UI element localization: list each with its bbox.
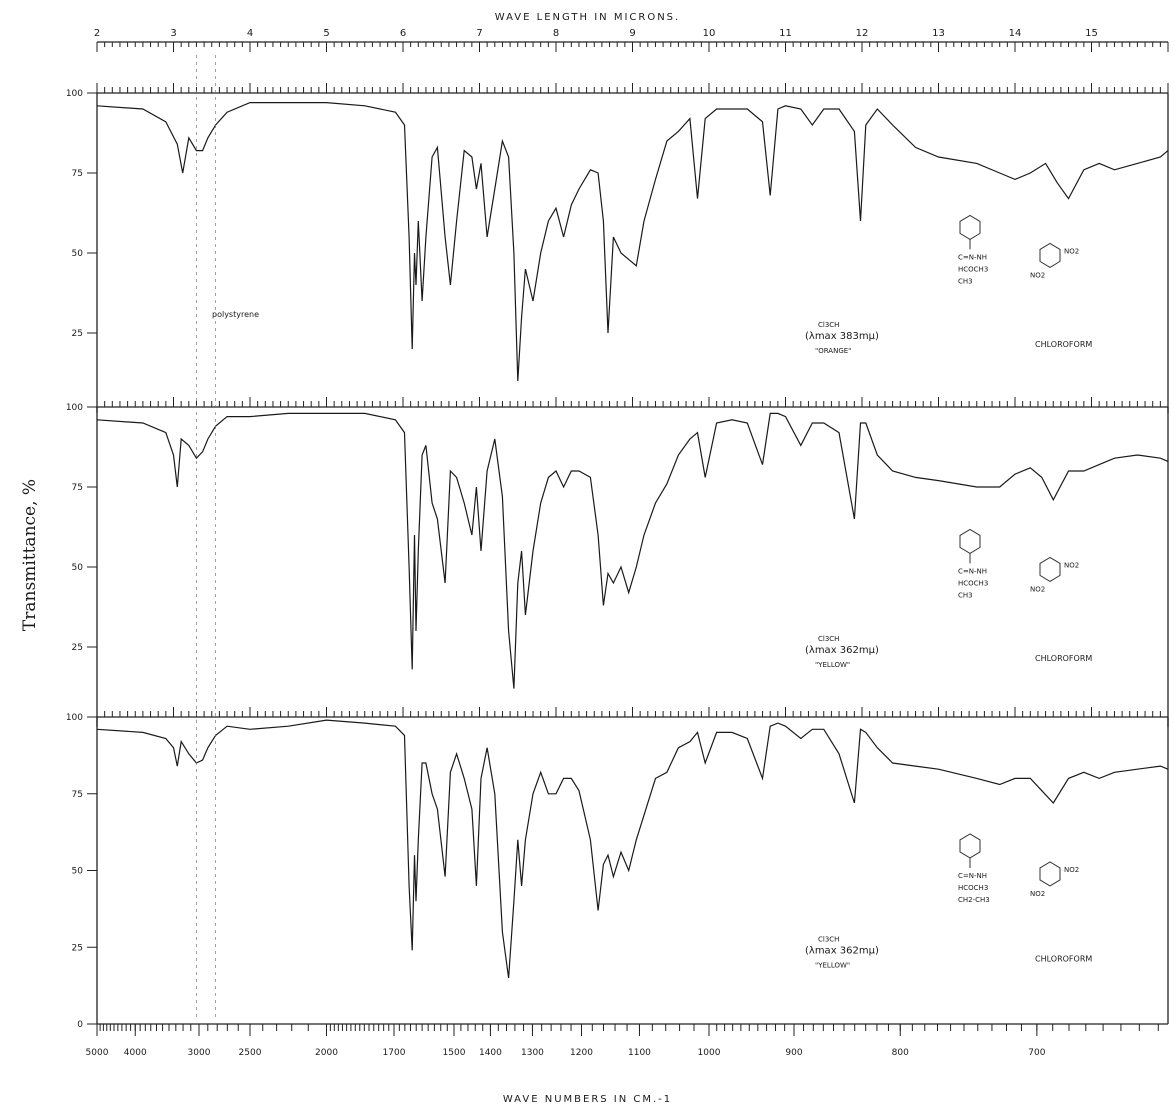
wavenumber-tick-label: 4000 bbox=[124, 1048, 147, 1058]
wavenumber-tick-label: 1200 bbox=[570, 1048, 593, 1058]
spectrum-trace bbox=[96, 102, 1169, 382]
phenyl-ring bbox=[959, 833, 981, 859]
nitrophenyl-ring bbox=[1039, 242, 1061, 268]
structure-text: HCOCH3 bbox=[958, 579, 988, 587]
y-tick-label: 25 bbox=[72, 943, 83, 953]
color-note: "YELLOW" bbox=[815, 961, 850, 969]
solvent-formula: Cl3CH bbox=[818, 321, 839, 329]
lambda-max-label: (λmax 362mμ) bbox=[805, 645, 879, 656]
y-tick-label: 0 bbox=[77, 1020, 83, 1030]
structure-text: CH2-CH3 bbox=[958, 896, 990, 904]
solvent-label: CHLOROFORM bbox=[1035, 654, 1092, 663]
micron-tick-label: 9 bbox=[629, 28, 635, 39]
wavenumber-tick-label: 5000 bbox=[86, 1048, 109, 1058]
structure-text: CH3 bbox=[958, 591, 973, 599]
y-tick-label: 75 bbox=[72, 483, 83, 493]
micron-tick-label: 3 bbox=[170, 28, 176, 39]
nitrophenyl-ring bbox=[1039, 861, 1061, 887]
wavenumber-tick-label: 2000 bbox=[315, 1048, 338, 1058]
wavenumber-tick-label: 3000 bbox=[188, 1048, 211, 1058]
micron-tick-label: 14 bbox=[1009, 28, 1022, 39]
wavenumber-tick-label: 1700 bbox=[383, 1048, 406, 1058]
micron-tick-label: 13 bbox=[932, 28, 945, 39]
nitro-label: NO2 bbox=[1030, 890, 1045, 898]
structure-text: CH3 bbox=[958, 277, 973, 285]
bottom-axis-title: WAVE NUMBERS IN CM.-1 bbox=[502, 1094, 673, 1105]
structure-text: C=N-NH bbox=[958, 253, 987, 261]
wavenumber-tick-label: 2500 bbox=[239, 1048, 262, 1058]
structure-text: C=N-NH bbox=[958, 872, 987, 880]
solvent-label: CHLOROFORM bbox=[1035, 954, 1092, 963]
nitro-label: NO2 bbox=[1030, 271, 1045, 279]
y-tick-label: 100 bbox=[66, 403, 83, 413]
micron-tick-label: 2 bbox=[94, 28, 100, 39]
micron-tick-label: 7 bbox=[476, 28, 482, 39]
micron-tick-label: 8 bbox=[553, 28, 559, 39]
micron-tick-label: 11 bbox=[779, 28, 792, 39]
nitro-label: NO2 bbox=[1030, 585, 1045, 593]
y-tick-label: 50 bbox=[72, 563, 84, 573]
wavenumber-tick-label: 800 bbox=[892, 1048, 909, 1058]
y-tick-label: 50 bbox=[72, 867, 84, 877]
color-note: "YELLOW" bbox=[815, 661, 850, 669]
lambda-max-label: (λmax 383mμ) bbox=[805, 331, 879, 342]
wavenumber-tick-label: 1300 bbox=[521, 1048, 544, 1058]
y-tick-label: 100 bbox=[66, 89, 83, 99]
reference-label: polystyrene bbox=[212, 310, 259, 319]
wavenumber-tick-label: 700 bbox=[1028, 1048, 1045, 1058]
nitro-label: NO2 bbox=[1064, 561, 1079, 569]
solvent-formula: Cl3CH bbox=[818, 935, 839, 943]
lambda-max-label: (λmax 362mμ) bbox=[805, 945, 879, 956]
color-note: "ORANGE" bbox=[815, 347, 851, 355]
micron-tick-label: 12 bbox=[856, 28, 869, 39]
y-tick-label: 50 bbox=[72, 249, 84, 259]
nitro-label: NO2 bbox=[1064, 866, 1079, 874]
y-tick-label: 75 bbox=[72, 790, 83, 800]
y-tick-label: 25 bbox=[72, 329, 83, 339]
micron-tick-label: 6 bbox=[400, 28, 406, 39]
wavenumber-tick-label: 1500 bbox=[443, 1048, 466, 1058]
top-axis-title: WAVE LENGTH IN MICRONS. bbox=[494, 12, 681, 23]
structure-text: C=N-NH bbox=[958, 567, 987, 575]
micron-tick-label: 10 bbox=[703, 28, 716, 39]
micron-tick-label: 4 bbox=[247, 28, 253, 39]
nitrophenyl-ring bbox=[1039, 556, 1061, 582]
spectrum-trace bbox=[96, 719, 1169, 979]
y-tick-label: 100 bbox=[66, 713, 83, 723]
wavenumber-tick-label: 1000 bbox=[698, 1048, 721, 1058]
structure-text: HCOCH3 bbox=[958, 884, 988, 892]
y-tick-label: 25 bbox=[72, 643, 83, 653]
wavenumber-tick-label: 1100 bbox=[628, 1048, 651, 1058]
wavenumber-tick-label: 1400 bbox=[479, 1048, 502, 1058]
micron-tick-label: 15 bbox=[1085, 28, 1098, 39]
structure-text: HCOCH3 bbox=[958, 265, 988, 273]
nitro-label: NO2 bbox=[1064, 247, 1079, 255]
phenyl-ring bbox=[959, 214, 981, 240]
spectrum-trace bbox=[96, 412, 1169, 689]
wavenumber-tick-label: 900 bbox=[785, 1048, 802, 1058]
micron-tick-label: 5 bbox=[323, 28, 329, 39]
y-tick-label: 75 bbox=[72, 169, 83, 179]
solvent-formula: Cl3CH bbox=[818, 635, 839, 643]
solvent-label: CHLOROFORM bbox=[1035, 340, 1092, 349]
phenyl-ring bbox=[959, 528, 981, 554]
